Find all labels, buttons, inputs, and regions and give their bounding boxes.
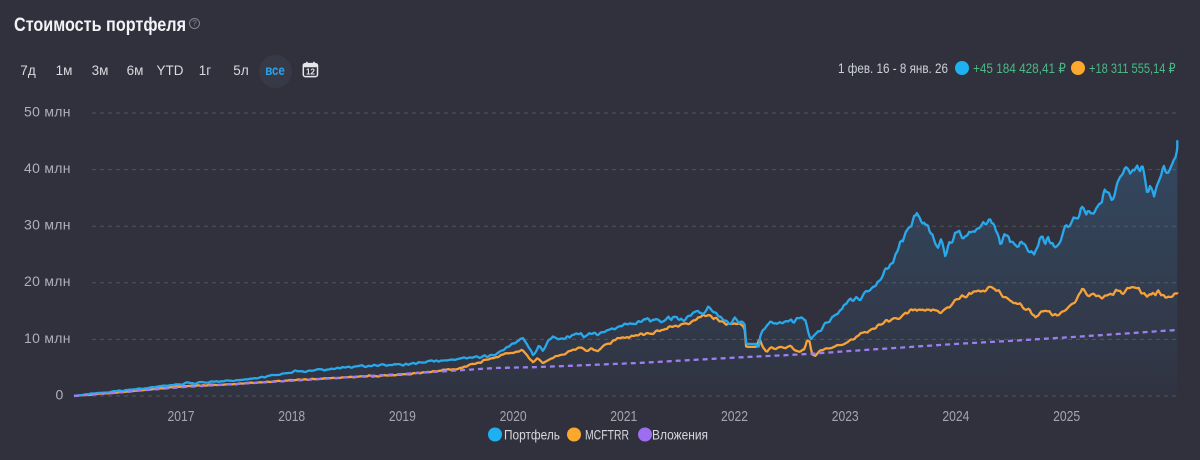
svg-text:2020: 2020 [500, 408, 527, 425]
svg-text:2019: 2019 [389, 408, 416, 425]
svg-text:50 млн: 50 млн [24, 103, 71, 119]
svg-text:20 млн: 20 млн [24, 273, 71, 289]
svg-text:2017: 2017 [168, 408, 195, 425]
svg-text:40 млн: 40 млн [24, 160, 71, 176]
svg-text:Портфель: Портфель [504, 427, 560, 443]
svg-text:30 млн: 30 млн [24, 217, 71, 233]
svg-text:12: 12 [306, 68, 315, 77]
svg-text:2018: 2018 [278, 408, 305, 425]
svg-text:2021: 2021 [610, 408, 637, 425]
svg-text:0: 0 [56, 386, 64, 402]
svg-text:MCFTRR: MCFTRR [585, 427, 629, 443]
svg-text:Вложения: Вложения [652, 427, 708, 443]
svg-text:2025: 2025 [1053, 408, 1080, 425]
svg-text:10 млн: 10 млн [24, 330, 71, 346]
svg-text:2022: 2022 [721, 408, 748, 425]
svg-text:2024: 2024 [942, 408, 969, 425]
svg-text:2023: 2023 [832, 408, 859, 425]
